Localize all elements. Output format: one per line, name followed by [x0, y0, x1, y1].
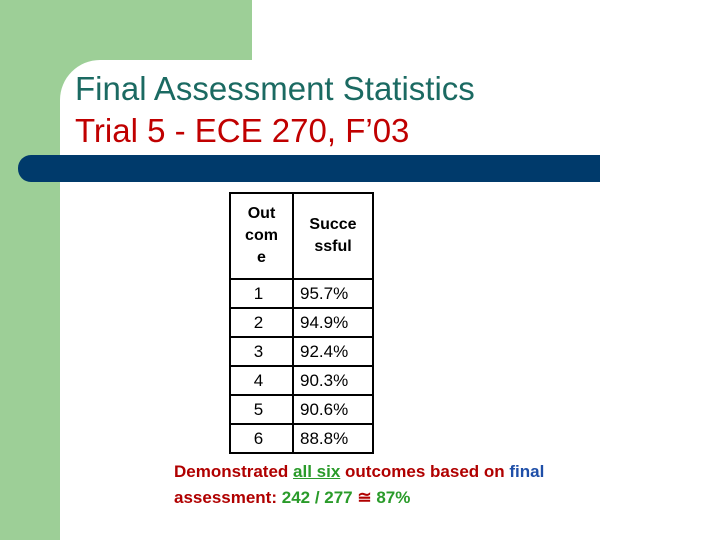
successful-cell: 94.9%: [292, 307, 374, 338]
summary-emphasis-all-six: all six: [293, 462, 341, 481]
outcome-cell: 6: [229, 423, 294, 454]
table-row: 5 90.6%: [229, 394, 374, 425]
summary-approx-symbol: ≅: [352, 488, 377, 507]
table-row: 2 94.9%: [229, 307, 374, 338]
outcome-cell: 5: [229, 394, 294, 425]
summary-percent: 87%: [376, 488, 411, 507]
outcomes-table: Outcome Successful 1 95.7% 2 94.9% 3 92.…: [229, 192, 374, 454]
slide-subtitle: Trial 5 - ECE 270, F’03: [75, 112, 410, 149]
title-divider-bar: [18, 155, 600, 182]
outcome-cell: 4: [229, 365, 294, 396]
successful-cell: 90.6%: [292, 394, 374, 425]
outcome-cell: 3: [229, 336, 294, 367]
content-panel: [60, 60, 720, 540]
table-row: 6 88.8%: [229, 423, 374, 454]
summary-text: Demonstrated all six outcomes based on f…: [174, 459, 574, 511]
table-row: 3 92.4%: [229, 336, 374, 367]
successful-cell: 95.7%: [292, 278, 374, 309]
slide-title: Final Assessment Statistics: [75, 70, 475, 107]
summary-part: outcomes based on: [340, 462, 510, 481]
summary-ratio: 242 / 277: [281, 488, 353, 507]
successful-cell: 88.8%: [292, 423, 374, 454]
table-header-row: Outcome Successful: [229, 192, 374, 280]
header-successful: Successful: [292, 192, 374, 280]
header-outcome: Outcome: [229, 192, 294, 280]
successful-cell: 90.3%: [292, 365, 374, 396]
summary-part: assessment:: [174, 488, 282, 507]
successful-cell: 92.4%: [292, 336, 374, 367]
summary-emphasis-final: final: [509, 462, 545, 481]
table-row: 4 90.3%: [229, 365, 374, 396]
table-row: 1 95.7%: [229, 278, 374, 309]
outcome-cell: 1: [229, 278, 294, 309]
summary-part: Demonstrated: [174, 462, 294, 481]
outcome-cell: 2: [229, 307, 294, 338]
